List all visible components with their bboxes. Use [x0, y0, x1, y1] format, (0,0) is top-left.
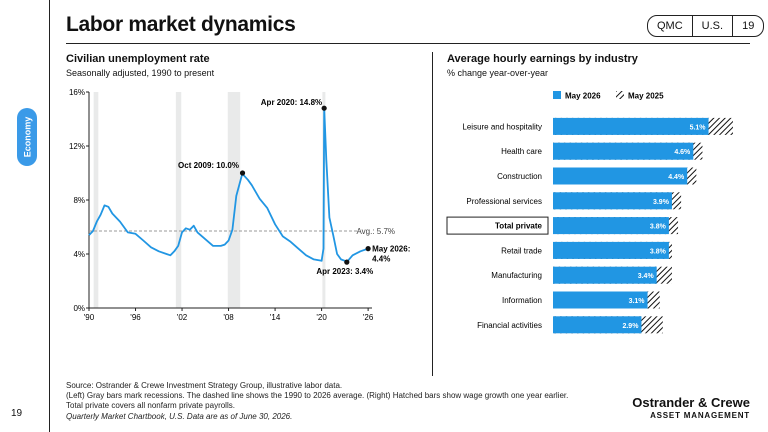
brand-logo: Ostrander & Crewe ASSET MANAGEMENT — [612, 395, 750, 420]
bar-may-2026 — [553, 167, 688, 185]
right-chart-title: Average hourly earnings by industry — [447, 53, 638, 65]
bar-may-2026 — [553, 291, 648, 309]
annotation-marker — [239, 170, 246, 176]
panel-divider — [432, 52, 433, 376]
bar-value-label: 3.1% — [629, 298, 646, 305]
bar-may-2026 — [553, 316, 642, 334]
category-label: Construction — [497, 172, 542, 181]
legend-swatch-may-2026 — [553, 91, 561, 99]
category-label: Retail trade — [501, 246, 542, 255]
bar-may-2026 — [553, 266, 657, 284]
category-label: Total private — [495, 222, 543, 231]
bar-value-label: 3.8% — [650, 248, 667, 255]
bar-value-label: 3.8% — [650, 224, 667, 231]
y-tick-label: 16% — [69, 88, 85, 97]
x-tick-label: '02 — [177, 313, 188, 322]
x-tick-label: '90 — [84, 313, 95, 322]
brand-subtitle: ASSET MANAGEMENT — [650, 411, 750, 420]
legend-swatch-may-2025 — [616, 91, 624, 99]
y-tick-label: 4% — [73, 250, 85, 259]
category-label: Financial activities — [477, 321, 542, 330]
category-label: Manufacturing — [491, 271, 542, 280]
y-tick-label: 0% — [73, 304, 85, 313]
footnote-method: (Left) Gray bars mark recessions. The da… — [66, 391, 569, 401]
annotation-label: Apr 2023: 3.4% — [316, 267, 373, 276]
bar-may-2026 — [553, 192, 672, 210]
bar-value-label: 4.6% — [674, 149, 691, 156]
recession-band — [227, 92, 241, 308]
bar-value-label: 4.4% — [668, 174, 685, 181]
x-tick-label: '08 — [223, 313, 234, 322]
category-label: Professional services — [466, 197, 542, 206]
x-tick-label: '14 — [270, 313, 281, 322]
annotation-marker — [321, 105, 327, 111]
x-tick-label: '26 — [363, 313, 374, 322]
highlight-box — [446, 216, 549, 235]
earnings-bar-chart: May 2026 May 2025 Leisure and hospitality… — [446, 91, 733, 334]
x-tick-label: '20 — [316, 313, 327, 322]
bar-value-label: 3.4% — [638, 273, 655, 280]
category-label: Health care — [501, 147, 542, 156]
side-divider — [49, 0, 50, 432]
unemployment-line-chart: 0% 4% 8% 12% 16% '90 '96 '02 '08 '14 '20 '26 Avg.: … — [69, 88, 410, 322]
legend-label-may-2025: May 2025 — [628, 92, 664, 101]
section-tag-label: Economy — [22, 116, 33, 158]
left-chart-title: Civilian unemployment rate — [66, 53, 210, 65]
y-tick-label: 8% — [73, 196, 85, 205]
x-tick-label: '96 — [130, 313, 141, 322]
annotation-label: Apr 2020: 14.8% — [261, 98, 322, 107]
header-badges: QMC U.S. 19 — [647, 15, 765, 37]
recession-band — [175, 92, 182, 308]
bar-value-label: 3.9% — [653, 199, 670, 206]
annotation-marker — [365, 246, 371, 252]
footnote-source: Source: Ostrander & Crewe Investment Str… — [66, 381, 343, 390]
bar-may-2026 — [553, 241, 669, 259]
annotation-label: May 2026: — [372, 245, 410, 254]
average-label: Avg.: 5.7% — [356, 227, 395, 236]
category-label: Information — [502, 296, 542, 305]
bar-value-label: 2.9% — [622, 323, 639, 330]
footnote-definition: Total private covers all nonfarm private… — [66, 401, 235, 411]
unemployment-series-line — [88, 107, 369, 263]
annotation-label: Oct 2009: 10.0% — [178, 161, 239, 170]
brand-name: Ostrander & Crewe — [632, 395, 750, 410]
legend-label-may-2026: May 2026 — [565, 92, 601, 101]
region-badge-us: U.S. — [691, 16, 732, 36]
y-tick-label: 12% — [69, 142, 85, 151]
footnotes: Source: Ostrander & Crewe Investment Str… — [66, 381, 586, 422]
page-badge: 19 — [732, 16, 763, 36]
header-divider — [66, 43, 750, 44]
right-chart-subtitle: % change year-over-year — [447, 68, 549, 78]
category-label: Leisure and hospitality — [462, 122, 542, 131]
bar-may-2026 — [553, 117, 709, 135]
left-chart-subtitle: Seasonally adjusted, 1990 to present — [66, 68, 215, 78]
region-badge-qmc: QMC — [657, 20, 683, 32]
annotation-marker — [344, 259, 350, 265]
footnote-date: Quarterly Market Chartbook, U.S. Data ar… — [66, 411, 293, 421]
annotation-label-value: 4.4% — [372, 255, 390, 264]
section-tag: Economy — [17, 108, 37, 166]
bar-may-2026 — [553, 142, 694, 160]
recession-band — [93, 92, 99, 308]
page-title: Labor market dynamics — [66, 13, 296, 36]
page-number: 19 — [11, 408, 23, 419]
bar-may-2026 — [553, 217, 669, 235]
bar-value-label: 5.1% — [690, 124, 707, 131]
